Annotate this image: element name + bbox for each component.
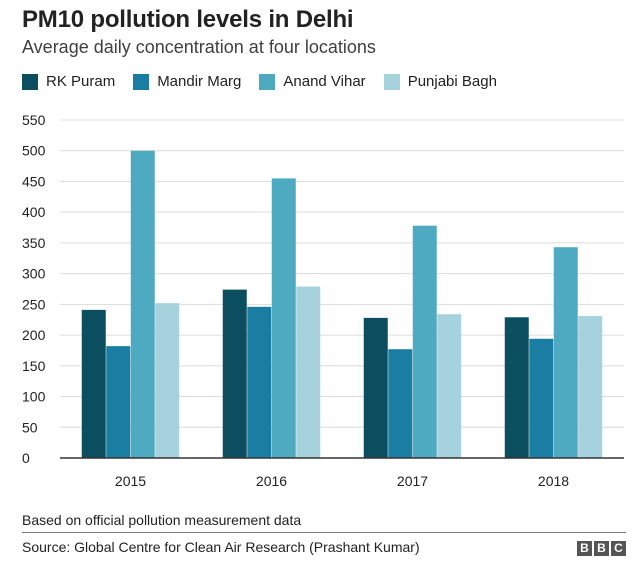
bbc-logo-letter: B <box>577 541 592 556</box>
bbc-logo-letter: C <box>611 541 626 556</box>
bar-anand-vihar <box>412 225 437 458</box>
source-text: Source: Global Centre for Clean Air Rese… <box>22 539 420 555</box>
y-tick-label: 0 <box>22 450 30 466</box>
bar-rk-puram <box>363 317 388 458</box>
y-tick-label: 550 <box>22 112 46 128</box>
legend-item-mandir-marg: Mandir Marg <box>133 73 241 90</box>
legend-item-punjabi-bagh: Punjabi Bagh <box>383 73 497 90</box>
legend-swatch-punjabi-bagh <box>383 73 400 90</box>
footer-divider <box>22 532 626 533</box>
legend-item-anand-vihar: Anand Vihar <box>259 73 366 90</box>
legend-label-mandir-marg: Mandir Marg <box>157 73 242 90</box>
bar-mandir-marg <box>106 346 131 458</box>
bbc-logo: B B C <box>575 541 626 556</box>
bar-mandir-marg <box>529 338 554 458</box>
y-tick-label: 50 <box>22 419 38 435</box>
y-tick-label: 100 <box>22 389 46 405</box>
legend-swatch-mandir-marg <box>133 73 150 90</box>
y-tick-label: 300 <box>22 266 46 282</box>
bar-punjabi-bagh <box>155 303 180 458</box>
bar-punjabi-bagh <box>296 286 321 458</box>
y-tick-label: 250 <box>22 296 46 312</box>
chart-footnote: Based on official pollution measurement … <box>22 512 302 528</box>
chart-title: PM10 pollution levels in Delhi <box>22 6 354 33</box>
bar-rk-puram <box>81 309 106 458</box>
bar-mandir-marg <box>388 349 413 458</box>
x-tick-label: 2016 <box>256 473 287 489</box>
bar-rk-puram <box>222 289 247 458</box>
bbc-logo-letter: B <box>594 541 609 556</box>
bar-mandir-marg <box>247 306 272 458</box>
bar-punjabi-bagh <box>578 316 603 458</box>
bar-rk-puram <box>504 317 529 458</box>
x-tick-label: 2017 <box>397 473 428 489</box>
legend-item-rk-puram: RK Puram <box>22 73 115 90</box>
legend-label-anand-vihar: Anand Vihar <box>283 73 366 90</box>
bar-anand-vihar <box>553 247 578 458</box>
x-tick-label: 2018 <box>538 473 569 489</box>
y-tick-label: 200 <box>22 327 46 343</box>
legend-swatch-rk-puram <box>22 73 38 90</box>
y-tick-label: 500 <box>22 143 46 159</box>
bar-anand-vihar <box>130 150 155 458</box>
legend: RK Puram Mandir Marg Anand Vihar Punjabi… <box>22 73 515 90</box>
x-tick-label: 2015 <box>115 473 146 489</box>
y-tick-label: 150 <box>22 358 46 374</box>
bar-anand-vihar <box>271 178 296 458</box>
y-tick-label: 450 <box>22 173 46 189</box>
chart-subtitle: Average daily concentration at four loca… <box>22 37 376 57</box>
bar-chart: 0 50 100 150 200 250 300 350 400 450 500 550 2015 201… <box>22 112 624 489</box>
legend-label-rk-puram: RK Puram <box>46 73 116 90</box>
legend-swatch-anand-vihar <box>259 73 276 90</box>
y-tick-label: 400 <box>22 204 46 220</box>
y-tick-label: 350 <box>22 235 46 251</box>
bar-punjabi-bagh <box>437 314 462 458</box>
legend-label-punjabi-bagh: Punjabi Bagh <box>407 73 497 90</box>
